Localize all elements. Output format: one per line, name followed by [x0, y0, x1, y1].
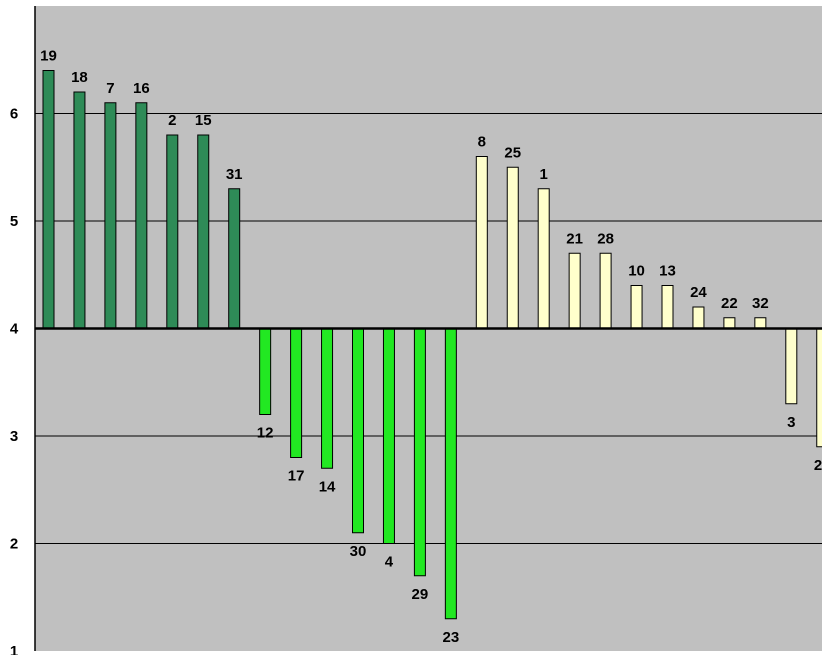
bar — [73, 91, 86, 329]
bar-label: 23 — [443, 629, 460, 646]
bar-label: 14 — [319, 478, 336, 495]
bar — [166, 134, 179, 329]
bar — [259, 328, 272, 415]
bar — [599, 252, 612, 329]
bar — [537, 188, 550, 329]
bar-label: 15 — [195, 112, 212, 129]
bar — [692, 306, 705, 329]
bar — [104, 102, 117, 329]
y-tick-label: 6 — [10, 106, 18, 123]
bar — [197, 134, 210, 329]
bar — [785, 328, 798, 405]
bar — [568, 252, 581, 329]
y-tick-label: 4 — [10, 321, 19, 338]
bar-label: 30 — [350, 543, 367, 560]
bar — [506, 166, 519, 329]
bar — [754, 317, 767, 329]
bar — [475, 156, 488, 329]
bar-label: 8 — [478, 134, 486, 151]
bar-label: 19 — [40, 48, 57, 65]
bar — [444, 328, 457, 620]
bar-labels: 19 18 7 16 2 15 31 12 17 14 30 4 29 23 8 25 1 21 28 10 13 24 2… — [40, 48, 822, 646]
bar-label: 31 — [226, 166, 243, 183]
y-tick-label: 5 — [10, 213, 18, 230]
bar — [321, 328, 334, 469]
y-tick-label: 3 — [10, 428, 18, 445]
bar — [630, 285, 643, 329]
bar — [816, 328, 822, 448]
bar — [228, 188, 241, 329]
y-axis: 1 2 3 4 5 6 — [10, 6, 36, 655]
bar-label: 1 — [540, 166, 548, 183]
bar-label: 17 — [288, 468, 305, 485]
bar-label: 4 — [385, 554, 394, 571]
bar-label: 2 — [168, 112, 176, 129]
y-tick-label: 2 — [10, 536, 18, 553]
bar — [352, 328, 364, 534]
bar-label: 10 — [628, 263, 645, 280]
bar — [413, 328, 426, 577]
bar-label: 13 — [659, 263, 676, 280]
bar-label: 28 — [597, 230, 614, 247]
bar-label: 22 — [721, 295, 738, 312]
bar-label: 32 — [752, 295, 769, 312]
bar — [382, 328, 395, 544]
bar — [42, 70, 55, 329]
bar-label: 25 — [504, 144, 521, 161]
bar — [723, 317, 736, 329]
bar-label: 16 — [133, 80, 150, 97]
bar-label: 18 — [71, 69, 88, 86]
bar-label: 24 — [690, 284, 707, 301]
bar — [661, 285, 674, 329]
y-tick-label: 1 — [10, 643, 18, 655]
bars — [42, 70, 822, 620]
bar-label: 29 — [412, 586, 429, 603]
bar-label: 7 — [106, 80, 114, 97]
bar — [290, 328, 303, 458]
bar — [135, 102, 148, 329]
bar-label: 21 — [566, 230, 583, 247]
bar-label: 20 — [814, 457, 822, 474]
bar-label: 12 — [257, 425, 274, 442]
gridlines — [35, 113, 822, 544]
bar-label: 3 — [787, 414, 795, 431]
